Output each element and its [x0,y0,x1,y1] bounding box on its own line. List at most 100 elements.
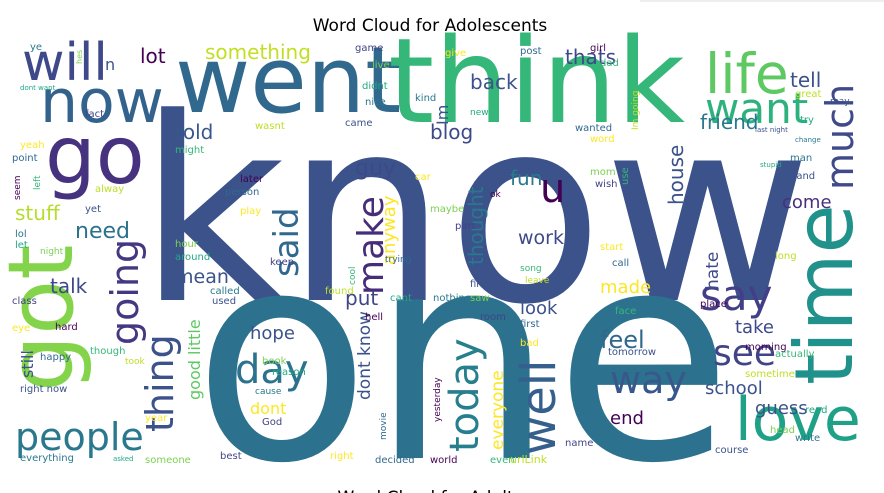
word: course [715,445,748,456]
word: keep [270,257,294,268]
word: will [22,33,108,93]
word: great [795,89,822,100]
word: give [445,48,466,59]
word: fun [510,166,542,190]
word: someone [145,455,191,466]
word: part [455,221,476,232]
word: ye [30,42,42,53]
word: put [345,286,378,310]
word: work [518,227,564,249]
word: seem [13,175,23,200]
word: hope [250,323,295,344]
word: post [520,46,542,57]
word: took [125,357,146,367]
word: went [175,27,401,134]
word: wish [595,179,618,190]
word: start [600,242,623,253]
word: much [818,84,862,190]
word: friend [700,110,759,134]
word: blog [430,120,473,144]
word: point [12,153,38,164]
word: long [775,251,797,262]
word: find [470,279,489,290]
word: fact [85,109,104,120]
word: girl [590,43,606,54]
word: decided [375,455,415,466]
word: may [830,97,850,107]
word: leave [525,276,550,286]
word: right [330,451,354,462]
word: eye [12,323,30,334]
word: cause [255,387,282,397]
word: left [33,175,43,190]
word: found [325,286,354,297]
word: n [105,55,115,74]
word: wasnt [255,121,285,132]
word: everyone [488,370,508,450]
word: day [235,347,309,393]
word: yeah [20,140,45,151]
word: book [262,356,287,367]
word: tomorrow [608,347,656,358]
word: new [470,108,489,118]
word: hour [175,239,199,250]
word: game [355,43,383,54]
word: song [520,264,542,274]
word: trying [385,255,411,265]
word: hard [55,322,78,333]
word: anyway [379,195,400,265]
word: play [240,206,261,217]
word: reason [272,367,306,378]
word: person [225,187,259,198]
word: today [442,338,488,452]
word: dont know [355,311,375,400]
word: said [267,207,307,277]
word: place [700,299,727,310]
word: nothing [433,293,471,304]
word: hes [75,50,84,64]
word: man [790,153,812,164]
word: look [520,298,558,319]
word: let [15,240,28,251]
word: yesterday [433,377,443,422]
word: told [175,120,213,144]
word: God [262,417,282,428]
word: thats [565,45,616,69]
word: say [700,271,772,320]
word: change [795,136,821,144]
word: live [372,60,390,71]
word: feel [600,326,645,354]
word: later [240,174,264,185]
word: talk [50,274,88,298]
word: called [210,286,240,297]
word: want [705,84,808,133]
word: Im going [631,91,641,130]
word: hand [790,171,815,182]
word: u [540,166,565,212]
word: guess [755,398,808,419]
chart-title: Word Cloud for Adolescents [313,16,548,36]
word: made [600,277,651,298]
word: use [620,167,631,185]
word: hate [703,252,723,290]
word: wanted [575,123,612,134]
word: saw [470,293,490,304]
word: first [520,319,540,330]
word: dont want [20,84,56,92]
word: house [664,145,688,205]
word: mom [590,167,616,178]
word: best [220,451,242,462]
word: around [175,252,210,263]
word: lol [15,229,27,240]
word: cant [390,293,412,304]
word: Im [433,105,452,125]
word: name [565,438,593,449]
word: guy [355,156,396,181]
word: need [75,219,130,244]
word: last night [755,126,788,134]
word: got [0,245,94,392]
word: right now [20,384,67,395]
word: mean [175,266,229,288]
